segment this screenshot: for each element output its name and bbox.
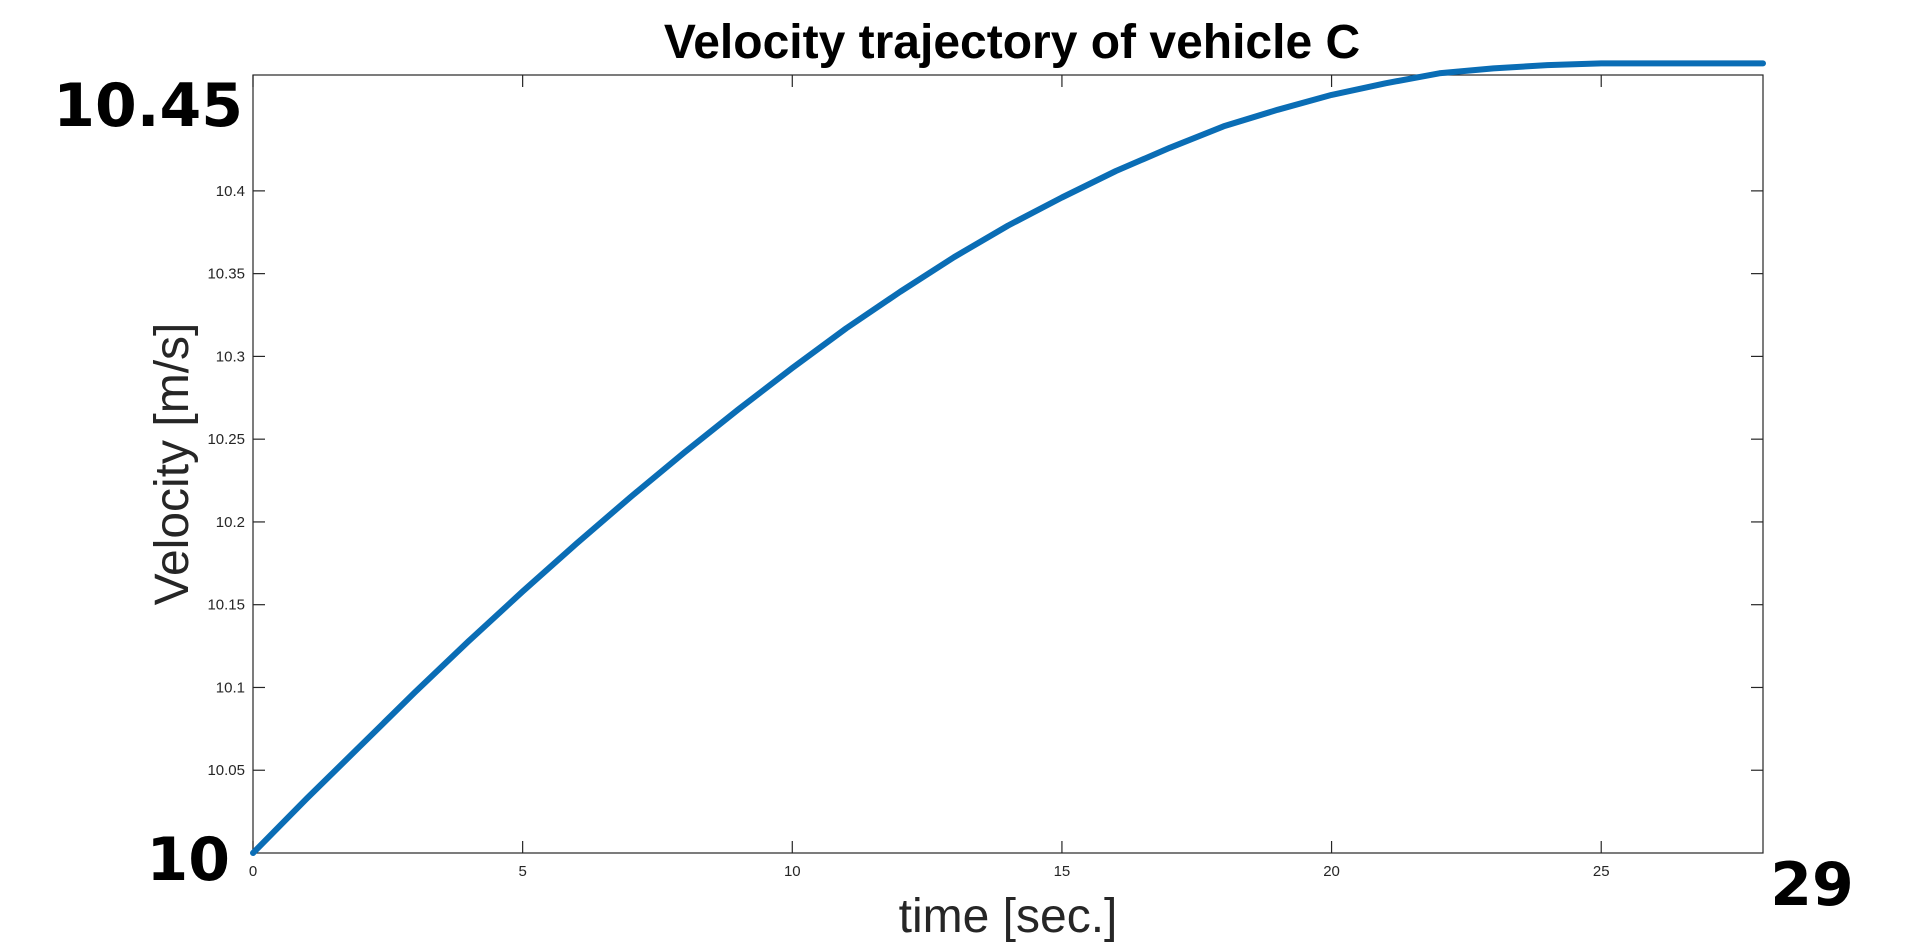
x-tick-label: 10 <box>784 863 801 880</box>
y-tick-label: 10.05 <box>207 762 245 779</box>
velocity-series-line <box>250 60 1766 856</box>
y-tick-label: 10.1 <box>216 679 245 696</box>
y-tick-label: 10.3 <box>216 348 245 365</box>
y-tick-label: 10.35 <box>207 266 245 283</box>
y-tick-label: 10.25 <box>207 431 245 448</box>
y-tick-label: 10.4 <box>216 183 245 200</box>
x-tick-label: 20 <box>1323 863 1340 880</box>
x-tick-label: 25 <box>1593 863 1610 880</box>
y-bottom-annotation: 10 <box>147 825 231 895</box>
x-tick-label: 15 <box>1054 863 1071 880</box>
y-tick-label: 10.15 <box>207 597 245 614</box>
x-axis-label: time [sec.] <box>899 890 1118 943</box>
y-tick-label: 10.2 <box>216 514 245 531</box>
y-top-annotation: 10.45 <box>53 71 243 141</box>
x-tick-label: 5 <box>518 863 526 880</box>
plot-frame <box>252 74 1764 854</box>
y-axis-ticks: 10.05 10.1 10.15 10.2 10.25 10.3 10.35 10.4 <box>207 183 1763 779</box>
chart-title: Velocity trajectory of vehicle C <box>664 16 1360 69</box>
x-tick-label: 0 <box>249 863 257 880</box>
x-axis-ticks: 0 5 10 15 20 25 <box>249 75 1610 880</box>
x-right-annotation: 29 <box>1770 850 1854 920</box>
y-axis-label: Velocity [m/s] <box>146 323 199 606</box>
